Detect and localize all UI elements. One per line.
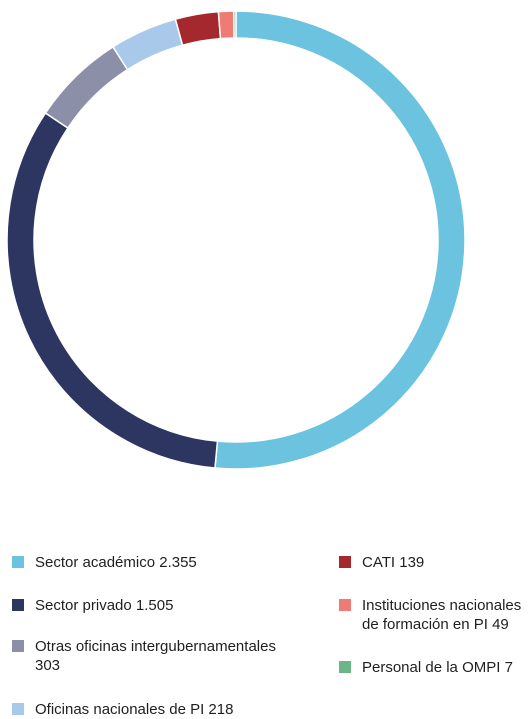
legend-label: Otras oficinas intergubernamentales 303 bbox=[35, 637, 297, 675]
legend-item-personal-ompi: Personal de la OMPI 7 bbox=[339, 658, 529, 677]
legend-item-sector-academico: Sector académico 2.355 bbox=[12, 553, 312, 572]
legend-label: Instituciones nacionales de formación en… bbox=[362, 596, 529, 634]
legend-label: Oficinas nacionales de PI 218 bbox=[35, 700, 233, 719]
legend-swatch bbox=[12, 640, 24, 652]
legend-swatch bbox=[12, 599, 24, 611]
legend-label: CATI 139 bbox=[362, 553, 424, 572]
legend-item-otras-oficinas: Otras oficinas intergubernamentales 303 bbox=[12, 637, 297, 675]
donut-slice-3 bbox=[113, 19, 183, 69]
legend-swatch bbox=[339, 661, 351, 673]
donut-chart bbox=[0, 0, 529, 490]
donut-slice-4 bbox=[175, 12, 220, 46]
legend-label: Sector privado 1.505 bbox=[35, 596, 173, 615]
donut-slice-0 bbox=[215, 11, 465, 469]
legend-item-sector-privado: Sector privado 1.505 bbox=[12, 596, 312, 615]
legend-item-cati: CATI 139 bbox=[339, 553, 529, 572]
legend-item-instituciones-nacionales: Instituciones nacionales de formación en… bbox=[339, 596, 529, 634]
donut-slice-6 bbox=[234, 11, 236, 38]
legend-swatch bbox=[339, 599, 351, 611]
donut-slice-2 bbox=[45, 47, 127, 128]
donut-slice-1 bbox=[7, 113, 217, 468]
legend-item-oficinas-nacionales: Oficinas nacionales de PI 218 bbox=[12, 700, 312, 719]
legend-swatch bbox=[12, 703, 24, 715]
legend-swatch bbox=[12, 556, 24, 568]
legend-label: Sector académico 2.355 bbox=[35, 553, 197, 572]
legend-label: Personal de la OMPI 7 bbox=[362, 658, 513, 677]
donut-chart-svg bbox=[0, 0, 529, 490]
legend-swatch bbox=[339, 556, 351, 568]
donut-slice-5 bbox=[218, 11, 234, 39]
